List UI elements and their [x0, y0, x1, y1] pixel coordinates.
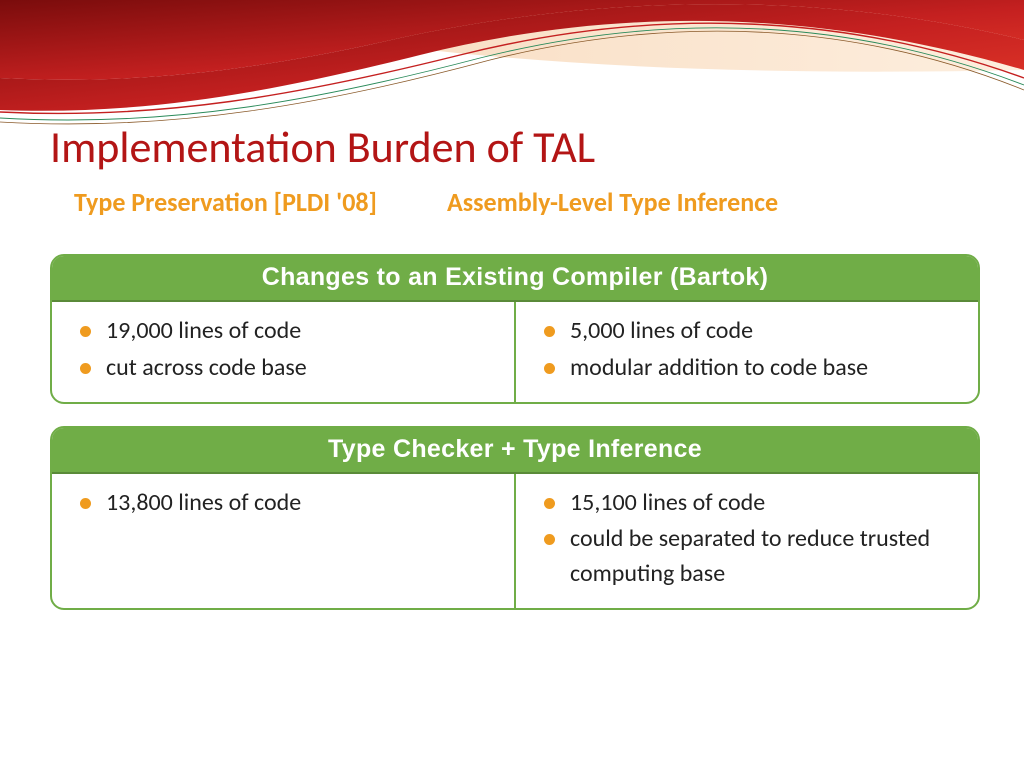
panel-header: Changes to an Existing Compiler (Bartok) — [52, 256, 978, 302]
panel-body: 13,800 lines of code 15,100 lines of cod… — [52, 474, 978, 608]
panel-compiler-changes: Changes to an Existing Compiler (Bartok)… — [50, 254, 980, 404]
list-item: could be separated to reduce trusted com… — [544, 522, 958, 592]
list-item: cut across code base — [80, 351, 494, 386]
panel-cell-right: 15,100 lines of code could be separated … — [516, 474, 978, 608]
list-item: 5,000 lines of code — [544, 314, 958, 349]
panel-cell-right: 5,000 lines of code modular addition to … — [516, 302, 978, 402]
panel-cell-left: 19,000 lines of code cut across code bas… — [52, 302, 516, 402]
slide-content: Implementation Burden of TAL Type Preser… — [50, 120, 974, 632]
panel-type-checker: Type Checker + Type Inference 13,800 lin… — [50, 426, 980, 610]
panel-header: Type Checker + Type Inference — [52, 428, 978, 474]
list-item: 19,000 lines of code — [80, 314, 494, 349]
panel-body: 19,000 lines of code cut across code bas… — [52, 302, 978, 402]
subtitle-left: Type Preservation [PLDI '08] — [74, 186, 377, 218]
list-item: modular addition to code base — [544, 351, 958, 386]
list-item: 13,800 lines of code — [80, 486, 494, 521]
subtitle-row: Type Preservation [PLDI '08] Assembly-Le… — [50, 186, 974, 218]
slide-title: Implementation Burden of TAL — [50, 120, 974, 174]
subtitle-right: Assembly-Level Type Inference — [447, 186, 778, 218]
list-item: 15,100 lines of code — [544, 486, 958, 521]
panel-cell-left: 13,800 lines of code — [52, 474, 516, 608]
